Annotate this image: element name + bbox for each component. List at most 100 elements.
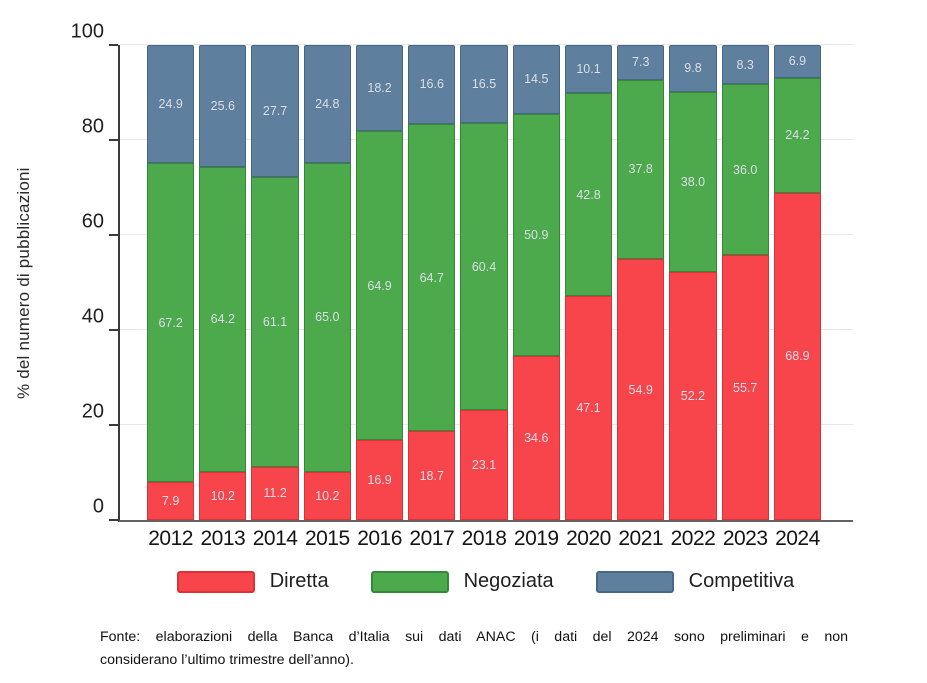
- plot-area: 0 20 40 60 80 100 7.9 67.2 24.9 10.2 64.2 25.6 11.2…: [71, 21, 853, 550]
- y-tick-label: 80: [81, 115, 104, 138]
- bar-value-label: 23.1: [471, 458, 497, 473]
- legend-item: Diretta: [176, 570, 329, 593]
- y-tick-mark: [109, 234, 118, 236]
- bar-segment: 64.9: [355, 131, 404, 440]
- bar-segment: 37.8: [617, 79, 665, 260]
- y-tick-label: 100: [70, 20, 104, 43]
- y-tick-mark: [109, 139, 118, 141]
- legend-swatch: [595, 570, 674, 593]
- source-note-line1: Fonte: elaborazioni della Banca d’Italia…: [100, 629, 848, 645]
- bar-value-label: 64.7: [419, 270, 444, 285]
- bar-value-label: 27.7: [262, 103, 288, 118]
- x-tick-label: 2020: [566, 527, 611, 550]
- x-tick-label: 2017: [409, 527, 455, 550]
- bar-value-label: 10.2: [210, 488, 236, 503]
- stacked-bar: 7.9 67.2 24.9: [147, 45, 195, 520]
- bar-segment: 7.3: [617, 45, 665, 80]
- bar-segment: 65.0: [303, 162, 351, 472]
- bar-value-label: 10.1: [576, 62, 601, 76]
- bar-segment: 11.2: [251, 466, 299, 520]
- y-tick-mark: [109, 424, 118, 426]
- x-tick-label: 2024: [775, 527, 820, 550]
- bar-value-label: 11.2: [263, 486, 287, 501]
- gridline: [120, 44, 853, 45]
- legend-swatch: [176, 570, 255, 593]
- stacked-bar: 68.9 24.2 6.9: [773, 45, 822, 520]
- legend-item: Negoziata: [370, 570, 554, 593]
- stacked-bar: 10.2 64.2 25.6: [199, 45, 247, 520]
- x-tick-label: 2023: [722, 527, 768, 550]
- bar-value-label: 10.2: [315, 488, 340, 503]
- bar-value-label: 52.2: [680, 389, 706, 404]
- bar-segment: 24.9: [147, 45, 195, 164]
- bar-segment: 23.1: [460, 410, 508, 520]
- bar-value-label: 37.8: [628, 162, 653, 177]
- bar-segment: 64.7: [408, 123, 456, 432]
- bar-segment: 50.9: [512, 113, 560, 356]
- bar-value-label: 68.9: [785, 349, 810, 364]
- source-note: Fonte: elaborazioni della Banca d’Italia…: [100, 626, 848, 671]
- y-tick-label: 0: [92, 495, 104, 518]
- bar-segment: 25.6: [199, 45, 247, 167]
- bar-value-label: 9.8: [684, 61, 702, 76]
- stacked-bar: 10.2 65.0 24.8: [303, 45, 351, 520]
- bar-value-label: 18.2: [367, 81, 392, 96]
- bar-value-label: 16.6: [419, 77, 444, 92]
- bar-segment: 27.7: [251, 45, 299, 177]
- bar-segment: 68.9: [773, 192, 822, 520]
- y-tick-mark: [109, 44, 118, 46]
- source-note-line2: considerano l’ultimo trimestre dell’anno…: [100, 651, 354, 668]
- x-tick-label: 2014: [252, 527, 298, 550]
- bar-segment: 14.5: [512, 45, 560, 114]
- bar-segment: 24.8: [303, 45, 351, 163]
- bar-segment: 9.8: [669, 45, 717, 92]
- stacked-bar: 23.1 60.4 16.5: [460, 45, 508, 520]
- legend-label: Competitiva: [688, 570, 795, 592]
- stacked-bar: 18.7 64.7 16.6: [408, 45, 456, 520]
- bar-value-label: 65.0: [315, 310, 340, 325]
- bar-value-label: 67.2: [158, 315, 183, 330]
- bar-value-label: 47.1: [576, 401, 601, 416]
- y-tick-mark: [109, 329, 118, 331]
- bar-segment: 64.2: [199, 166, 247, 472]
- bar-value-label: 16.5: [471, 77, 497, 92]
- legend-label: Negoziata: [463, 570, 554, 592]
- bar-value-label: 38.0: [680, 174, 706, 189]
- stacked-bar: 55.7 36.0 8.3: [721, 45, 769, 520]
- bar-segment: 8.3: [721, 45, 769, 85]
- y-tick-mark: [109, 519, 118, 521]
- x-tick-label: 2012: [148, 527, 193, 550]
- bar-value-label: 16.9: [367, 472, 392, 487]
- bar-segment: 7.9: [147, 482, 195, 520]
- x-tick-label: 2021: [618, 527, 664, 550]
- bar-value-label: 6.9: [788, 54, 807, 69]
- bar-segment: 52.2: [669, 272, 717, 520]
- bars-container: 7.9 67.2 24.9 10.2 64.2 25.6 11.2 61.1 27.7 10.2 6…: [147, 45, 822, 520]
- bar-segment: 61.1: [251, 176, 299, 467]
- stacked-bar: 54.9 37.8 7.3: [617, 45, 665, 520]
- stacked-bar: 16.9 64.9 18.2: [355, 45, 404, 520]
- bar-value-label: 42.8: [576, 187, 601, 202]
- bar-value-label: 55.7: [733, 380, 758, 395]
- bar-value-label: 61.1: [262, 314, 288, 329]
- bar-value-label: 34.6: [524, 430, 549, 445]
- stacked-bar: 34.6 50.9 14.5: [512, 45, 560, 520]
- bar-segment: 67.2: [147, 163, 195, 483]
- bar-segment: 6.9: [773, 45, 822, 78]
- bar-segment: 10.2: [199, 471, 247, 520]
- bar-value-label: 7.3: [632, 55, 650, 70]
- x-tick-label: 2018: [461, 527, 507, 550]
- bar-value-label: 24.8: [315, 96, 340, 111]
- bar-segment: 42.8: [564, 92, 613, 297]
- legend-swatch: [370, 570, 449, 593]
- bar-segment: 10.1: [564, 45, 613, 93]
- bar-value-label: 24.2: [785, 128, 810, 143]
- stacked-bar: 52.2 38.0 9.8: [669, 45, 717, 520]
- bar-value-label: 7.9: [161, 494, 180, 509]
- bar-segment: 18.2: [355, 45, 404, 132]
- bar-segment: 18.7: [408, 431, 456, 520]
- legend-item: Competitiva: [595, 570, 795, 593]
- bar-value-label: 64.9: [367, 278, 392, 293]
- bar-value-label: 60.4: [471, 259, 497, 274]
